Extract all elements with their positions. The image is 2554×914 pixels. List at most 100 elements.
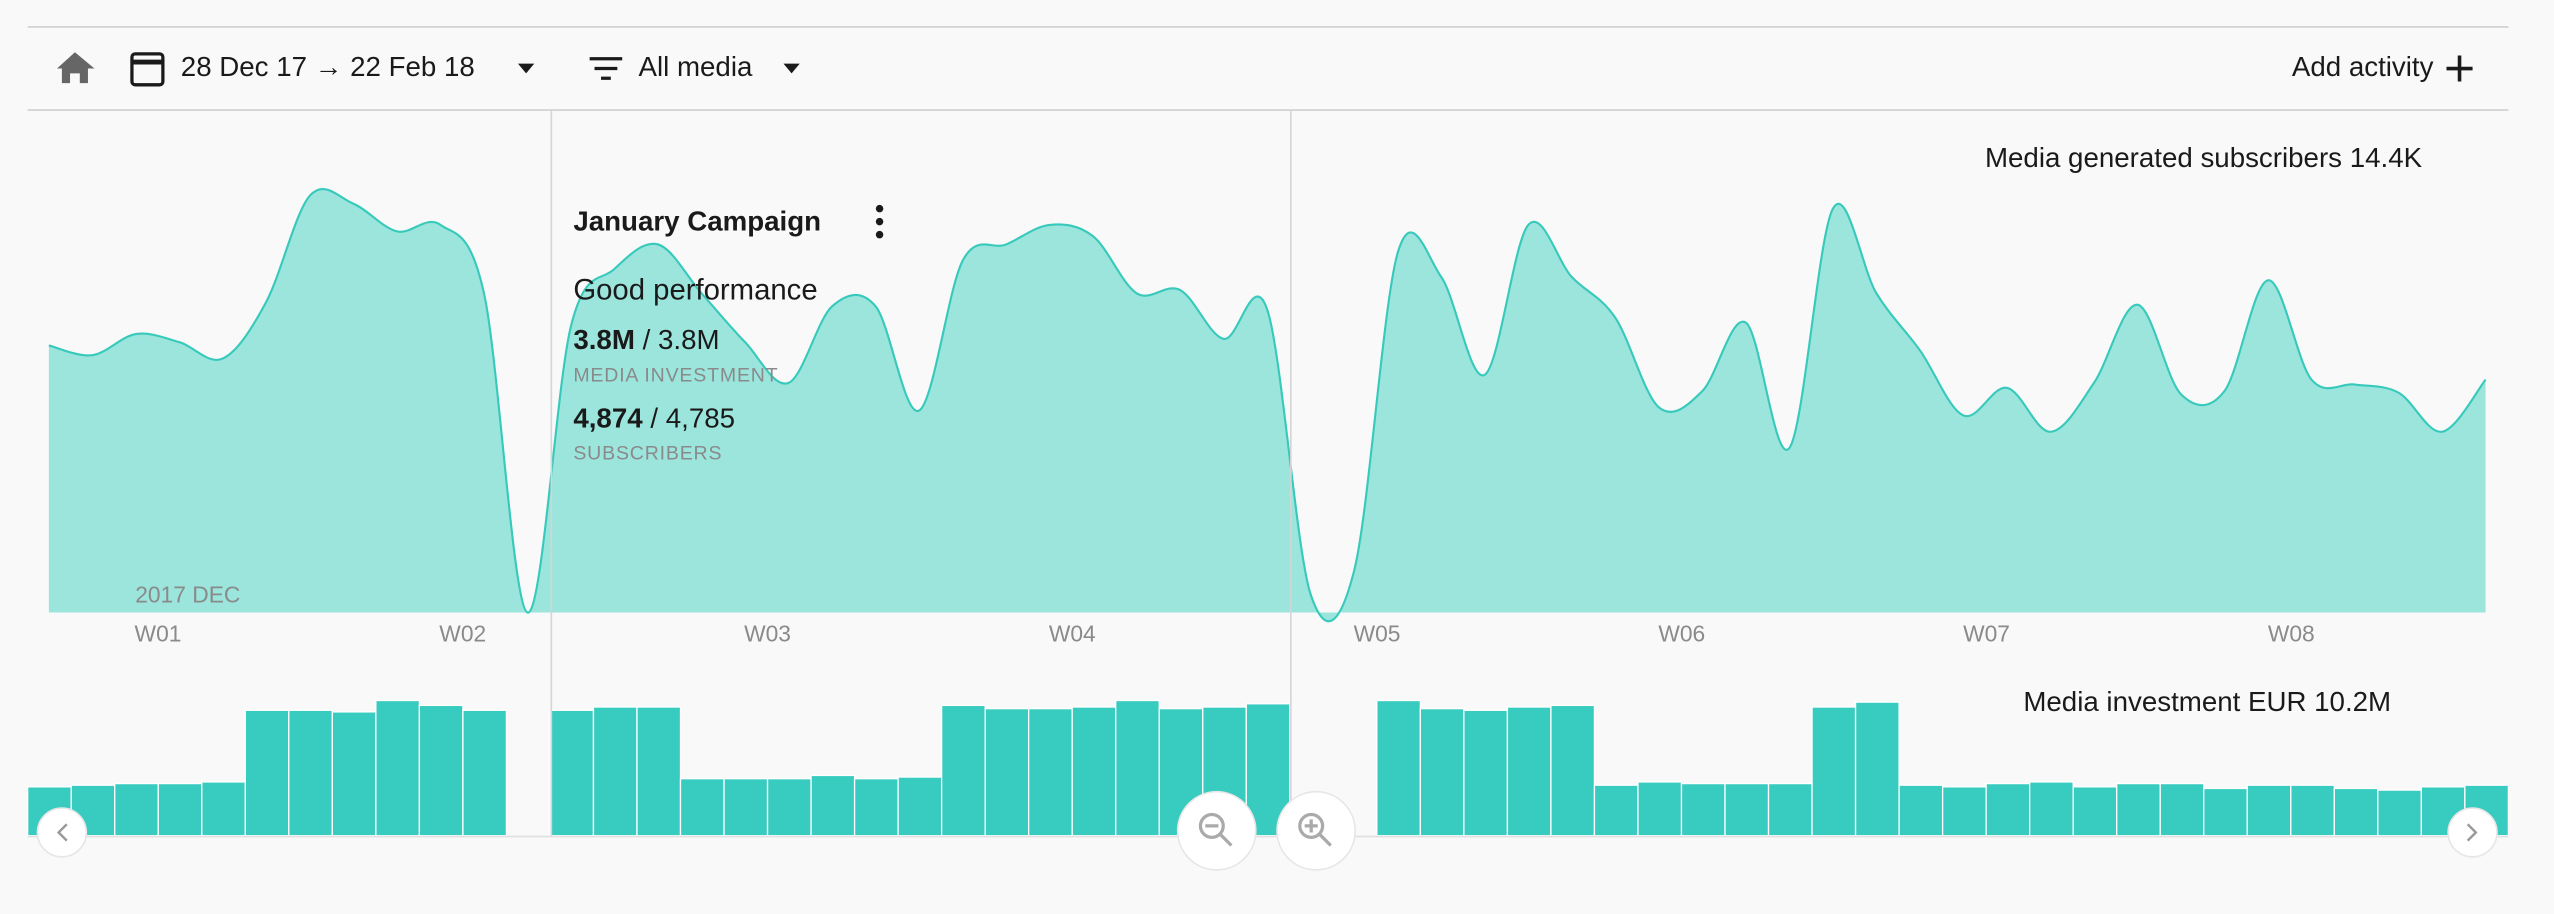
investment-bar [114,782,159,837]
investment-bar [1854,701,1900,837]
investment-bar [288,709,333,837]
investment-bar [2072,786,2118,837]
plus-icon [2446,55,2473,82]
investment-bar [810,774,856,837]
date-picker[interactable]: 28 Dec 17 → 22 Feb 18 [130,51,535,87]
investment-bar [1898,784,1944,837]
campaign-tooltip[interactable]: January Campaign Good performance 3.8M /… [573,204,884,465]
investment-bar [1767,782,1813,837]
scroll-right[interactable] [2447,807,2498,858]
investment-bar [331,711,377,837]
investment-bar [1506,706,1552,837]
investment-bar [201,781,246,837]
investment-actual: 3.8M [573,324,635,355]
investment-bar [1376,699,1422,837]
magnifier-handle [1304,819,1332,847]
magnifier [1198,812,1225,839]
investment-bar [636,706,682,837]
investment-bar [723,778,769,837]
investment-bar [1941,786,1987,837]
investment-bar [2116,782,2161,837]
investment-bar [1724,782,1770,837]
investment-bar [2333,787,2379,837]
investment-bar [2377,789,2423,837]
investment-bar [418,704,464,837]
investment-bar [549,709,595,837]
investment-bar [157,782,203,837]
menu-dot [875,204,884,213]
investment-bar [853,778,899,837]
subscribers-area [48,189,2486,622]
zoom-in[interactable] [1276,790,1356,871]
x-tick-label: W05 [1354,620,1401,646]
plots: W01 W02 W03 W04 W05 W06 W07 W08 [27,188,2510,838]
investment-bar [1071,706,1117,837]
chevron [2466,823,2478,842]
media-filter[interactable]: All media [589,51,800,82]
x-tick-label: W01 [135,620,182,646]
investment-bar [1028,708,1073,837]
investment-bar [2290,784,2335,837]
investment-bar [2029,781,2074,837]
subscribers-actual: 4,874 [573,403,643,434]
magnifier [1298,812,1325,839]
investment-label: MEDIA INVESTMENT [573,365,778,387]
menu-dot [875,230,884,239]
investment-bar [2159,782,2205,837]
x-tick-label: W07 [1963,620,2010,646]
investment-bar [1637,781,1683,837]
investment-bar [1811,706,1857,837]
campaign-title: January Campaign [573,206,821,237]
investment-bar [940,704,986,837]
investment-bar [1550,704,1596,837]
investment-bar [1985,782,2031,837]
investment-bar [1463,709,1509,837]
subscribers-title: Media generated subscribers 14.4K [1985,142,2423,173]
investment-bar [679,778,725,837]
x-tick-label: W03 [744,620,791,646]
investment-bar [984,708,1030,837]
subscribers-value: 4,874 / 4,785 [573,403,735,434]
separator: / [643,324,651,355]
investment-value: 3.8M / 3.8M [573,324,719,355]
subscribers-line [48,188,2487,623]
x-tick-label: W02 [439,620,486,646]
date-range: 28 Dec 17 → 22 Feb 18 [181,51,475,82]
investment-title: Media investment EUR 10.2M [2023,686,2391,717]
investment-bar [1593,784,1639,837]
button-bg [1176,790,1257,871]
filter-label: All media [639,51,753,82]
add-activity-label: Add activity [2292,51,2434,82]
chevron [56,823,68,842]
filter-icon [589,57,623,80]
subscribers-label: SUBSCRIBERS [573,443,722,465]
dropdown-caret [783,63,800,74]
calendar-icon [130,52,165,87]
scroll-left[interactable] [36,807,88,858]
zoom-out[interactable] [1176,790,1257,871]
button-bg [36,807,88,858]
x-tick-label: W08 [2268,620,2315,646]
investment-bar [766,778,812,837]
dropdown-caret [517,63,535,74]
investment-bar [2246,784,2292,837]
menu-icon[interactable] [875,204,884,239]
button-bg [1276,790,1356,871]
home-icon [57,52,95,84]
add-activity[interactable]: Add activity [2292,51,2473,82]
campaign-status: Good performance [573,273,817,306]
subscribers-target: 4,785 [666,403,735,434]
investment-target: 3.8M [658,324,720,355]
investment-bar [244,709,290,837]
investment-bar [1419,708,1465,837]
month-label: 2017 DEC [135,581,240,607]
investment-bar [897,776,943,837]
button-bg [2447,807,2498,858]
separator: / [650,403,658,434]
investment-bar [2203,787,2248,837]
menu-dot [875,217,884,226]
home-button[interactable] [57,52,95,84]
investment-bar [1680,782,1726,837]
